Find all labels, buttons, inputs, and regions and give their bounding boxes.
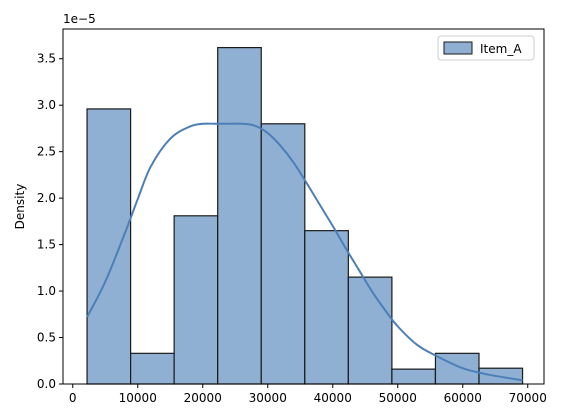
y-axis-offset-label: 1e−5 bbox=[63, 12, 96, 26]
x-tick-label: 30000 bbox=[249, 391, 287, 405]
legend-swatch bbox=[443, 41, 473, 55]
histogram-bar bbox=[391, 368, 437, 385]
bars-layer bbox=[86, 46, 524, 385]
y-tick-label: 1.5 bbox=[37, 238, 56, 252]
y-tick-label: 2.5 bbox=[37, 145, 56, 159]
histogram-bar bbox=[86, 108, 132, 385]
legend-label: Item_A bbox=[480, 42, 522, 56]
y-tick-label: 1.0 bbox=[37, 284, 56, 298]
x-axis-ticks: 0 10000 20000 30000 40000 50000 60000 70000 bbox=[69, 384, 547, 405]
histogram-bar bbox=[260, 123, 306, 385]
y-tick-label: 3.0 bbox=[37, 98, 56, 112]
histogram-bar bbox=[173, 215, 219, 385]
x-tick-label: 20000 bbox=[184, 391, 222, 405]
x-tick-label: 70000 bbox=[509, 391, 547, 405]
y-axis-label: Density bbox=[13, 184, 27, 230]
x-tick-label: 60000 bbox=[444, 391, 482, 405]
x-tick-label: 50000 bbox=[379, 391, 417, 405]
x-tick-label: 40000 bbox=[314, 391, 352, 405]
y-tick-label: 0.0 bbox=[37, 377, 56, 391]
histogram-bar bbox=[217, 46, 262, 385]
axes-frame bbox=[62, 28, 545, 385]
histogram-bar bbox=[304, 230, 349, 385]
y-tick-label: 0.5 bbox=[37, 331, 56, 345]
x-tick-label: 0 bbox=[69, 391, 77, 405]
histogram-bar bbox=[130, 352, 175, 385]
legend: Item_A bbox=[437, 35, 535, 61]
y-tick-label: 3.5 bbox=[37, 52, 56, 66]
histogram-bar bbox=[347, 276, 393, 385]
x-tick-label: 10000 bbox=[119, 391, 157, 405]
kde-curve bbox=[86, 122, 523, 382]
y-axis-ticks: 0.0 0.5 1.0 1.5 2.0 2.5 3.0 3.5 bbox=[37, 52, 63, 391]
y-tick-label: 2.0 bbox=[37, 191, 56, 205]
